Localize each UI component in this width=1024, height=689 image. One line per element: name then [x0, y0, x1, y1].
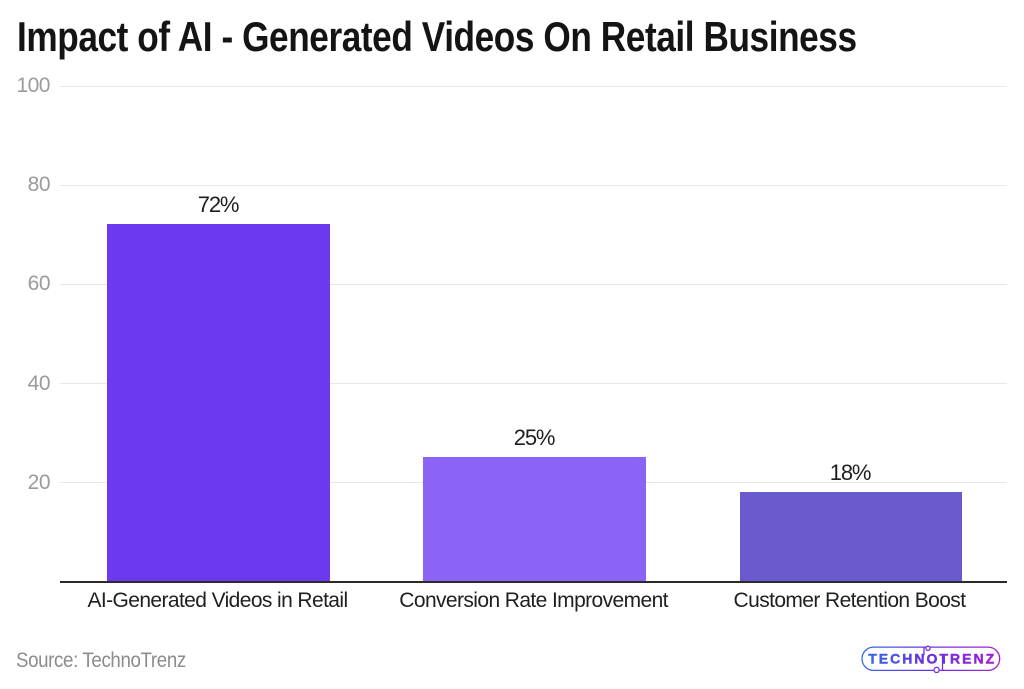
- svg-text:TECHNOTRENZ: TECHNOTRENZ: [868, 651, 994, 667]
